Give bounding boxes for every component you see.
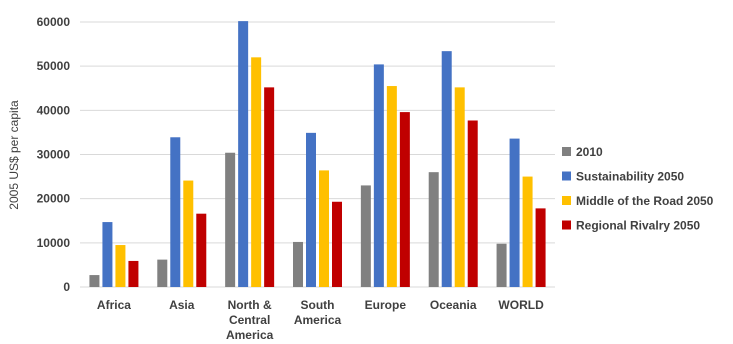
x-category-label-line: North & [228,298,272,312]
legend-label: 2010 [576,145,603,159]
bar [251,57,262,288]
bar [157,259,168,287]
legend: 2010 Sustainability 2050 Middle of the Roa… [562,145,714,233]
bar [293,241,303,287]
bar [332,201,342,287]
bar [428,172,439,287]
y-tick-label: 60000 [37,15,71,29]
x-category-label-line: WORLD [498,298,544,312]
x-category-label-line: America [294,313,342,327]
legend-label: Regional Rivalry 2050 [576,219,700,233]
y-axis-ticks: 0 10000 20000 30000 40000 50000 60000 [37,15,71,294]
legend-label: Middle of the Road 2050 [576,194,714,208]
x-category-label: North & Central America [226,298,274,342]
x-category-label-line: Central [229,313,270,327]
bar [467,120,478,287]
y-tick-label: 50000 [37,59,71,73]
y-axis-label: 2005 US$ per capita [7,100,21,210]
x-category-label-line: America [226,328,274,342]
bar [102,222,113,287]
x-category-label: Europe [365,298,407,312]
bar [306,132,316,287]
x-category-label-line: Asia [169,298,195,312]
x-category-label-line: South [301,298,335,312]
y-tick-label: 40000 [37,103,71,117]
bar [373,64,384,288]
y-tick-label: 10000 [37,236,71,250]
bar [264,87,275,287]
bar [128,260,139,287]
legend-swatch [562,196,571,205]
bar [115,245,126,287]
bar [509,138,520,287]
bar [535,208,546,287]
bars [89,21,546,288]
x-category-label-line: Europe [365,298,407,312]
bar [441,51,452,288]
bar [496,243,507,287]
y-tick-label: 20000 [37,192,71,206]
bar [89,275,100,287]
bar [360,185,371,287]
bar [454,87,465,287]
bar [522,176,533,287]
legend-swatch [562,220,571,230]
bar [386,86,397,288]
bar [319,170,329,287]
x-category-label-line: Africa [97,298,131,312]
legend-swatch [562,171,571,181]
bar [225,152,236,287]
x-category-label: Asia [169,298,195,312]
x-category-label: WORLD [498,298,544,312]
bar [399,112,410,287]
x-category-label: Oceania [430,298,477,312]
x-category-label: Africa [97,298,131,312]
gridlines [80,21,555,288]
y-tick-label: 30000 [37,148,71,162]
bar [183,180,194,287]
bar [170,137,181,287]
x-category-label-line: Oceania [430,298,477,312]
bar [238,21,249,287]
legend-label: Sustainability 2050 [576,170,684,184]
y-tick-label: 0 [63,280,70,294]
legend-swatch [562,147,571,156]
bar [196,213,207,287]
x-category-label: South America [294,298,342,327]
